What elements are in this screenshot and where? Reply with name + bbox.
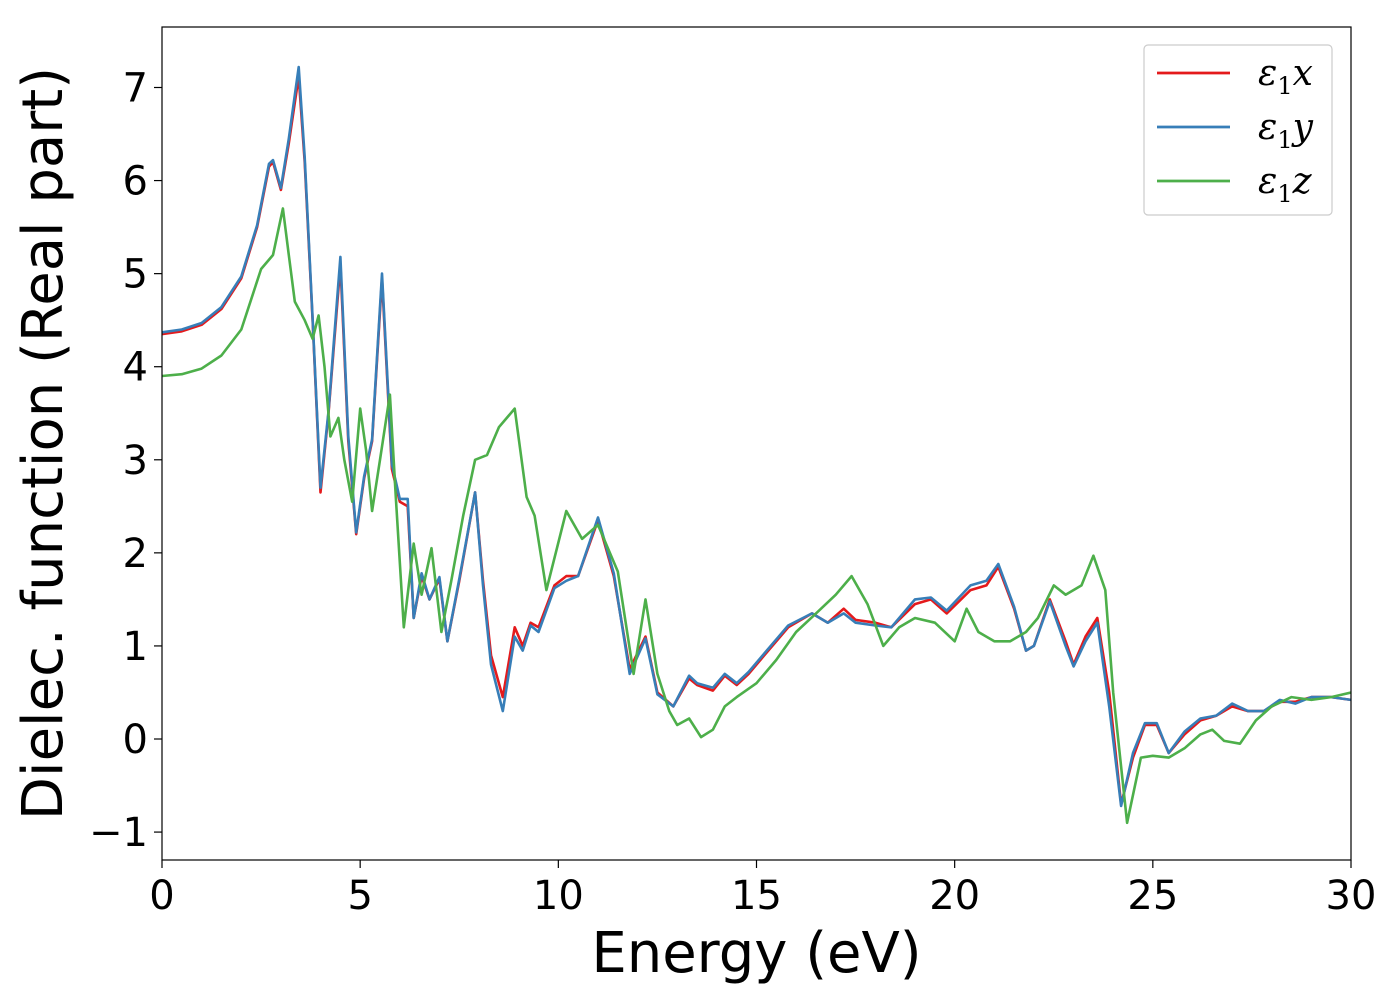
series-line-z <box>162 207 1351 825</box>
x-tick-label: 30 <box>1326 873 1377 919</box>
y-tick-label: 3 <box>123 438 148 484</box>
y-axis-ticks: −1 0 1 2 3 4 5 6 7 <box>89 65 162 856</box>
legend-label-x: ε1x <box>1258 53 1313 100</box>
series-layer <box>162 65 1351 825</box>
legend: ε1x ε1y ε1z <box>1143 44 1333 216</box>
y-tick-label: 5 <box>123 252 148 298</box>
y-axis-label: Dielec. function (Real part) <box>11 67 76 820</box>
x-tick-label: 5 <box>347 873 372 919</box>
y-tick-label: 7 <box>123 65 148 111</box>
x-tick-label: 15 <box>731 873 782 919</box>
x-tick-label: 0 <box>149 873 174 919</box>
y-tick-label: 4 <box>123 345 148 391</box>
y-tick-label: −1 <box>89 810 148 856</box>
y-tick-label: 2 <box>123 531 148 577</box>
legend-label-y: ε1y <box>1258 107 1314 154</box>
legend-box <box>1143 44 1333 216</box>
x-tick-label: 20 <box>929 873 980 919</box>
legend-label-z: ε1z <box>1258 161 1313 208</box>
x-axis-label: Energy (eV) <box>591 921 921 986</box>
y-tick-label: 6 <box>123 159 148 205</box>
y-tick-label: 1 <box>123 624 148 670</box>
x-axis-ticks: 0 5 10 15 20 25 30 <box>149 860 1376 919</box>
x-tick-label: 10 <box>533 873 584 919</box>
y-tick-label: 0 <box>123 717 148 763</box>
x-tick-label: 25 <box>1127 873 1178 919</box>
